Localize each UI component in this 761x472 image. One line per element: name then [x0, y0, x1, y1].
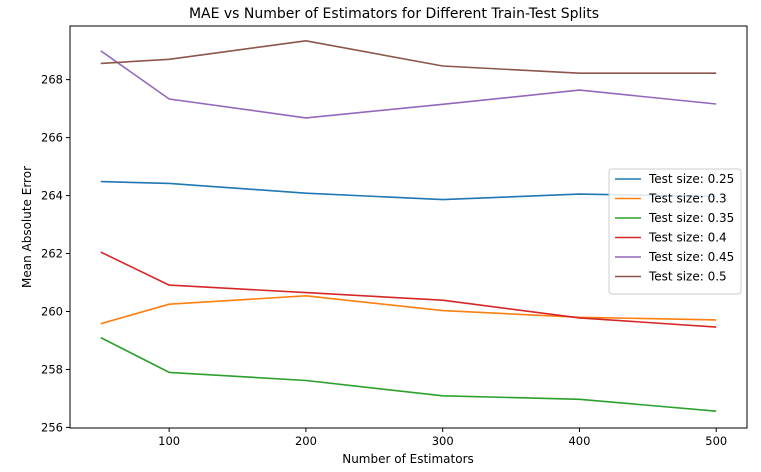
y-axis: 256 258 260 262 264 266 268: [41, 73, 70, 434]
x-axis: 100 200 300 400 500: [158, 428, 727, 448]
legend-label: Test size: 0.3: [648, 192, 727, 206]
y-tick-label: 264: [41, 189, 63, 203]
series-line-5: [100, 39, 717, 74]
chart-title: MAE vs Number of Estimators for Differen…: [189, 6, 599, 22]
y-tick-label: 262: [41, 247, 63, 261]
plot-area-frame: [69, 25, 748, 429]
plot-lines: [100, 39, 717, 412]
legend-label: Test size: 0.25: [648, 172, 734, 186]
x-tick-label: 300: [432, 434, 454, 448]
legend-label: Test size: 0.4: [648, 231, 727, 245]
series-line-0: [100, 180, 717, 201]
y-tick-label: 260: [41, 304, 63, 318]
y-axis-title: Mean Absolute Error: [20, 166, 34, 288]
series-line-1: [100, 294, 717, 325]
y-tick-label: 258: [41, 362, 63, 376]
series-line-3: [100, 251, 717, 328]
legend: Test size: 0.25 Test size: 0.3 Test size: …: [608, 168, 742, 295]
x-tick-label: 400: [568, 434, 590, 448]
y-tick-label: 266: [41, 131, 63, 145]
y-tick-label: 256: [41, 420, 63, 434]
legend-box: [608, 168, 742, 295]
x-axis-title: Number of Estimators: [342, 452, 474, 466]
y-tick-label: 268: [41, 73, 63, 87]
legend-label: Test size: 0.45: [648, 250, 734, 264]
series-line-4: [100, 50, 717, 119]
x-tick-label: 100: [158, 434, 180, 448]
x-tick-label: 500: [705, 434, 727, 448]
legend-label: Test size: 0.35: [648, 211, 734, 225]
legend-label: Test size: 0.5: [648, 270, 727, 284]
series-line-2: [100, 336, 717, 412]
x-tick-label: 200: [295, 434, 317, 448]
